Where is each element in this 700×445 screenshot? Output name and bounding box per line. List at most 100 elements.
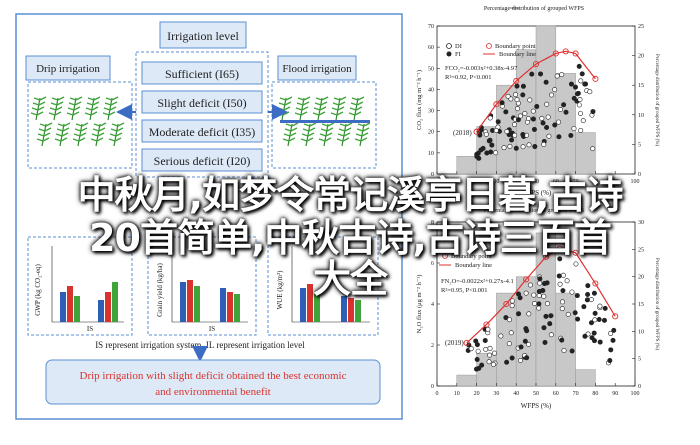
data-point — [544, 301, 550, 307]
plant-icon — [102, 96, 119, 121]
data-point — [517, 113, 523, 119]
plant-icon — [84, 96, 101, 121]
data-point — [512, 132, 518, 138]
data-point — [499, 100, 505, 106]
data-point — [585, 291, 591, 297]
bottom-chart: Percentage distribution of grouped WFPS … — [416, 207, 659, 410]
data-point — [508, 330, 514, 336]
data-point — [475, 348, 481, 354]
mini-bar — [194, 286, 200, 322]
boundary-point — [463, 339, 470, 347]
data-point — [540, 120, 546, 126]
data-point — [546, 133, 552, 139]
data-point — [578, 78, 584, 84]
mini-bar — [348, 298, 354, 322]
data-point — [536, 305, 542, 311]
data-point — [526, 115, 532, 121]
data-point — [573, 261, 579, 267]
boundary-point — [483, 321, 490, 328]
data-point — [590, 146, 596, 152]
bottom-equation-1: FN₂O=-0.0022x²+0.27x-4.1 — [441, 278, 514, 285]
y-tick-label-right: 15 — [638, 83, 644, 89]
y-tick-label-right: 5 — [638, 357, 641, 363]
data-point — [526, 142, 532, 148]
data-point — [505, 93, 511, 99]
plant-icon — [54, 122, 71, 147]
mini-bar — [67, 286, 73, 322]
data-point — [517, 357, 523, 363]
y-tick-label-right: 10 — [638, 113, 644, 119]
plant-icon — [276, 96, 293, 121]
plant-icon — [282, 122, 299, 147]
y-tick-label-left: 20 — [428, 130, 434, 136]
top-legend-fi: FI — [455, 51, 461, 58]
mini-bar — [227, 292, 233, 322]
data-point — [485, 326, 491, 332]
bottom-ylabel-right: Percentage distribution of grouped WFPS … — [654, 258, 659, 351]
mini-bar — [112, 282, 118, 322]
data-point — [608, 330, 614, 336]
data-point — [547, 321, 553, 327]
data-point — [591, 338, 597, 344]
gwp-ylabel: GWP (kg CO₂-eq) — [34, 264, 42, 316]
data-point — [493, 150, 499, 156]
data-point — [534, 103, 540, 109]
x-tick-label: 30 — [493, 179, 499, 185]
data-point — [565, 311, 571, 317]
data-point — [556, 134, 562, 140]
data-point — [516, 311, 522, 317]
level-serious: Serious deficit (I20) — [154, 154, 251, 168]
data-point — [577, 96, 583, 102]
flood-field-illustration — [276, 96, 371, 147]
data-point — [538, 71, 544, 77]
data-point — [524, 355, 530, 361]
drip-title-box — [25, 55, 111, 81]
mini-bar — [234, 294, 240, 322]
data-point — [487, 352, 493, 358]
mini-bar — [180, 282, 186, 322]
data-point — [474, 151, 480, 157]
plant-icon — [312, 96, 329, 121]
plant-icon — [48, 96, 65, 121]
y-tick-label-right: 25 — [638, 24, 644, 30]
data-point — [541, 293, 547, 299]
plant-icon — [72, 122, 89, 147]
mini-bar — [341, 296, 347, 322]
histogram-bar — [575, 369, 596, 387]
boundary-point — [592, 280, 599, 287]
bottom-equation-2: R²=0.95, P<0.001 — [441, 287, 487, 294]
mini-bar — [314, 292, 320, 322]
data-point — [560, 299, 566, 305]
data-point — [486, 359, 492, 365]
top-xlabel: WFPS (%) — [521, 189, 552, 197]
top-ylabel-left: CO₂ flux (mg m⁻² h⁻¹) — [416, 70, 423, 130]
x-tick-label: 10 — [454, 391, 460, 397]
y-tick-label-right: 5 — [638, 142, 641, 148]
plant-icon — [348, 96, 365, 121]
x-tick-label: 20 — [474, 179, 480, 185]
x-tick-label: 90 — [612, 391, 618, 397]
bottom-ylabel-left: N₂O flux (μg m⁻² h⁻¹) — [416, 275, 423, 334]
mini-bar — [355, 300, 361, 322]
data-point — [592, 310, 598, 316]
data-point — [568, 132, 574, 138]
data-point — [552, 122, 558, 128]
flood-field-frame — [271, 81, 377, 169]
data-point — [480, 145, 486, 151]
mini-bar — [98, 300, 104, 322]
x-tick-label: 70 — [573, 391, 579, 397]
y-tick-label-left: 60 — [428, 45, 434, 51]
level-slight: Slight deficit (I50) — [157, 96, 246, 110]
boundary-point — [493, 101, 500, 108]
data-point — [483, 131, 489, 137]
data-point — [490, 361, 496, 367]
data-point — [520, 144, 526, 150]
data-point — [523, 290, 529, 296]
data-point — [474, 356, 480, 362]
data-point — [564, 278, 570, 284]
flood-title-box — [277, 55, 357, 81]
data-point — [608, 347, 614, 353]
y-tick-label-left: 10 — [428, 151, 434, 157]
data-point — [509, 298, 515, 304]
data-point — [540, 288, 546, 294]
